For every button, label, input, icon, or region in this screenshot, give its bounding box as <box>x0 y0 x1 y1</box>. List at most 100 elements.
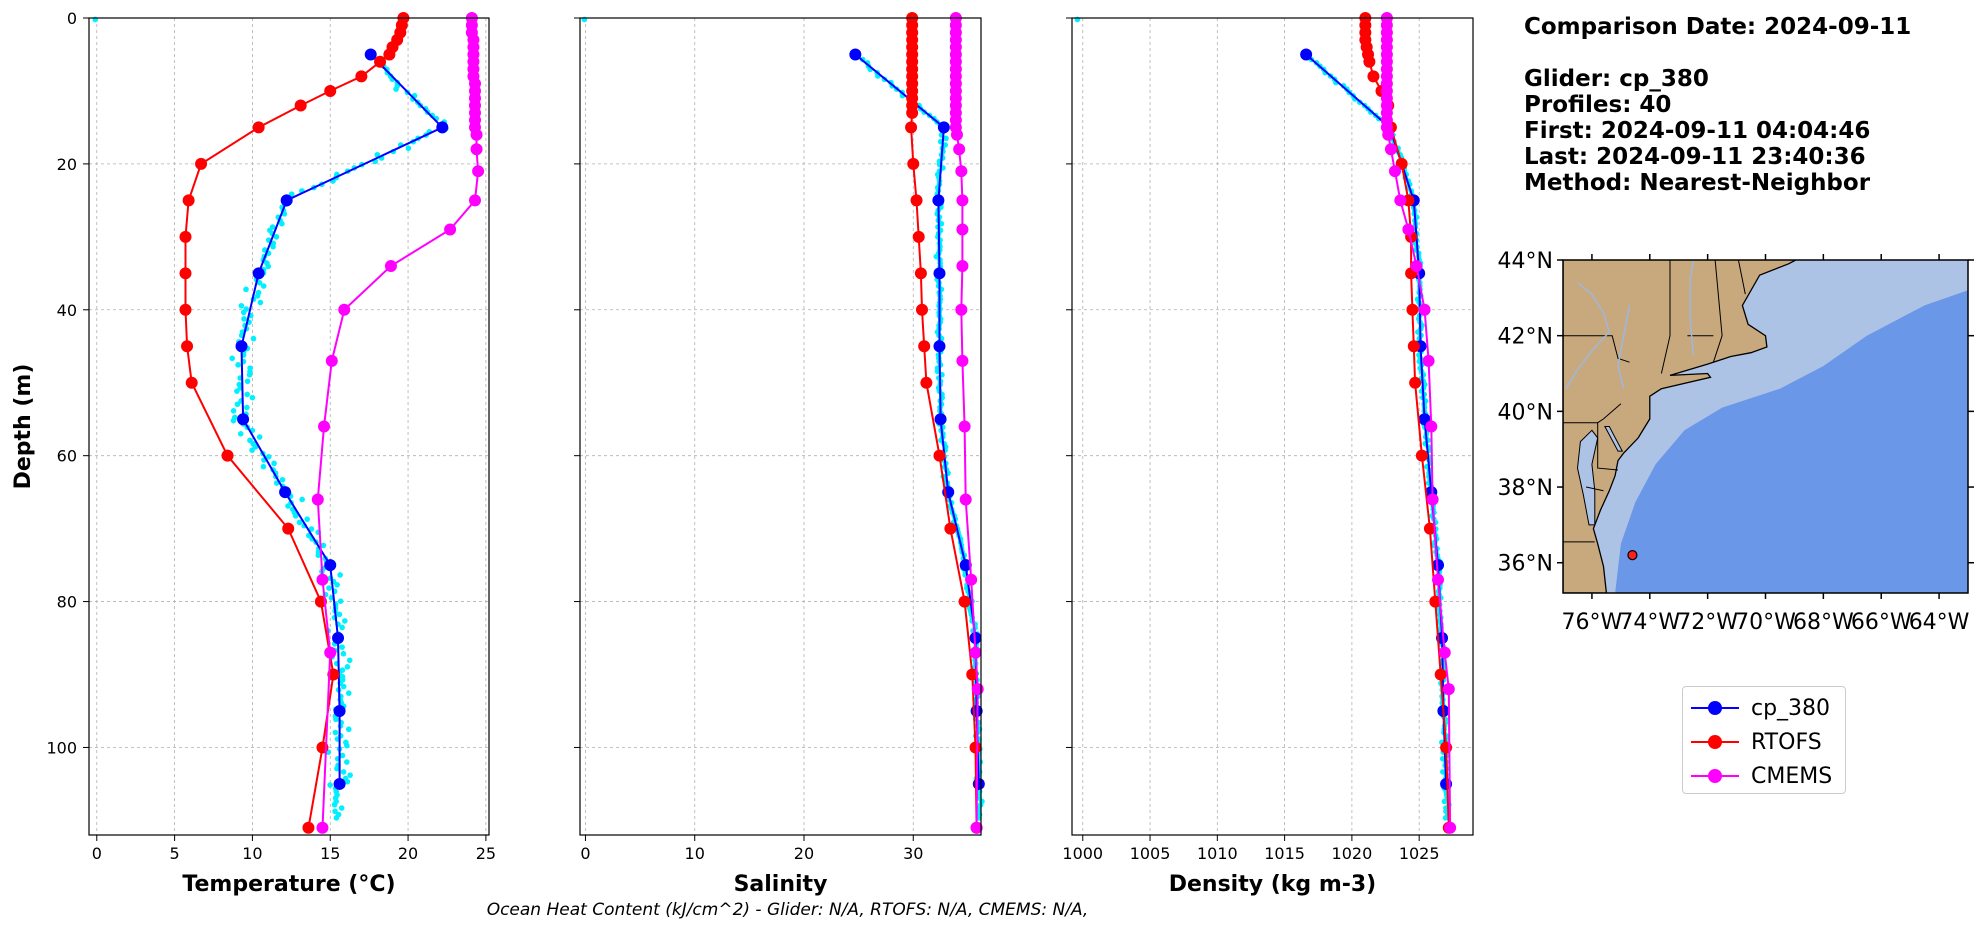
data-point <box>282 522 295 535</box>
state-border <box>1660 260 1671 374</box>
glider-scatter-point <box>234 388 240 394</box>
legend-label: RTOFS <box>1751 729 1822 755</box>
data-point <box>1394 194 1407 207</box>
state-border <box>1712 260 1723 363</box>
data-point <box>436 121 449 134</box>
data-point <box>470 128 483 141</box>
data-point <box>333 704 346 717</box>
data-point <box>965 573 978 586</box>
data-point <box>1423 522 1436 535</box>
x-axis-label: Salinity <box>734 872 828 897</box>
state-border <box>1597 422 1619 471</box>
x-tick-label: 30 <box>903 844 923 863</box>
data-point <box>1407 340 1420 353</box>
data-point <box>1382 128 1395 141</box>
glider-scatter-point <box>347 772 353 778</box>
glider-scatter-point <box>240 309 247 316</box>
glider-scatter-point <box>345 690 352 696</box>
data-point <box>907 157 920 170</box>
x-tick-label: 1000 <box>1062 844 1103 863</box>
data-point <box>972 777 985 790</box>
profile-chart-1: 0 5 10 15 20 25 0 20 40 60 80 100 Temperature (°C) De… <box>11 9 496 897</box>
glider-scatter-point <box>292 513 299 519</box>
data-point <box>324 84 337 97</box>
y-tick-label: 20 <box>57 155 77 174</box>
glider-scatter-point <box>339 644 345 650</box>
data-point <box>1363 55 1376 68</box>
first-time: First: 2024-09-11 04:04:46 <box>1524 118 1871 144</box>
data-point <box>966 668 979 681</box>
series-rtofs <box>179 12 410 834</box>
comparison-info: Comparison Date: 2024-09-11 Glider: cp_3… <box>1524 14 1911 196</box>
glider-scatter-point <box>246 371 253 378</box>
data-point <box>384 260 397 273</box>
data-point <box>195 157 208 170</box>
series-cp380 <box>235 48 449 790</box>
glider-scatter-point <box>244 378 251 385</box>
glider-scatter-point <box>237 430 244 437</box>
data-point <box>316 573 329 586</box>
glider-scatter-point <box>265 263 272 270</box>
data-point <box>338 303 351 316</box>
data-point <box>910 194 923 207</box>
glider-scatter-point <box>230 417 237 424</box>
glider-scatter-point <box>304 516 310 522</box>
data-point <box>914 267 927 280</box>
legend-item-rtofs: RTOFS <box>1683 725 1845 759</box>
data-point <box>185 376 198 389</box>
glider-scatter-point <box>271 460 277 467</box>
data-point <box>1300 48 1313 61</box>
x-tick-label: 1025 <box>1399 844 1440 863</box>
x-tick-label: 1015 <box>1264 844 1305 863</box>
data-point <box>468 194 481 207</box>
data-point <box>318 420 331 433</box>
comparison-date: Comparison Date: 2024-09-11 <box>1524 14 1912 40</box>
glider-scatter-point <box>244 391 250 398</box>
x-tick-label: 5 <box>170 844 180 863</box>
data-point <box>294 99 307 112</box>
glider-scatter-point <box>340 683 347 690</box>
data-point <box>444 223 457 236</box>
data-point <box>470 143 483 156</box>
data-point <box>918 340 931 353</box>
y-tick-label: 80 <box>57 593 77 612</box>
data-point <box>179 230 192 243</box>
data-point <box>1425 420 1438 433</box>
glider-scatter-point <box>332 808 338 815</box>
data-point <box>915 303 928 316</box>
glider-scatter-point <box>338 805 345 811</box>
data-point <box>912 230 925 243</box>
series-cmems <box>1380 12 1457 834</box>
legend-label: cp_380 <box>1751 695 1831 721</box>
state-border <box>1737 260 1746 295</box>
data-point <box>1367 70 1380 83</box>
state-border <box>1563 335 1630 363</box>
river <box>1617 305 1631 389</box>
data-point <box>374 55 387 68</box>
data-point <box>933 449 946 462</box>
legend-swatch <box>1691 735 1739 749</box>
glider-scatter-point <box>296 519 303 526</box>
river <box>1575 245 1598 253</box>
glider-scatter-point <box>344 778 351 785</box>
data-point <box>324 646 337 659</box>
lon-label: 76°W <box>1562 610 1623 635</box>
glider-scatter-point <box>256 279 263 286</box>
glider-scatter-point <box>230 408 237 414</box>
glider-scatter-point <box>235 362 241 368</box>
data-point <box>849 48 862 61</box>
x-tick-label: 1010 <box>1197 844 1238 863</box>
lon-label: 68°W <box>1793 610 1854 635</box>
data-point <box>1429 595 1442 608</box>
x-tick-label: 25 <box>476 844 496 863</box>
data-point <box>252 267 265 280</box>
data-point <box>937 121 950 134</box>
data-point <box>1418 303 1431 316</box>
glider-scatter-point <box>265 453 272 460</box>
data-point <box>181 340 194 353</box>
glider-scatter-point <box>279 220 285 227</box>
glider-scatter-point <box>257 299 264 306</box>
glider-scatter-point <box>943 135 949 142</box>
glider-name: Glider: cp_380 <box>1524 66 1709 92</box>
glider-scatter-point <box>336 611 343 618</box>
